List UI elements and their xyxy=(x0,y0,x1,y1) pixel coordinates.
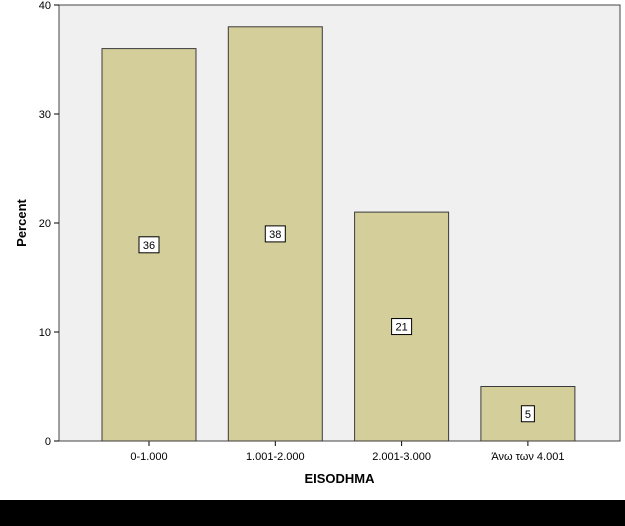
y-tick-label: 10 xyxy=(39,327,51,339)
data-label: 38 xyxy=(269,229,281,241)
data-label: 5 xyxy=(525,409,531,421)
x-tick-label: 0-1.000 xyxy=(130,451,167,463)
data-label: 36 xyxy=(143,240,155,252)
x-tick-label: 2.001-3.000 xyxy=(372,451,431,463)
bar xyxy=(480,386,576,442)
y-tick-label: 40 xyxy=(39,0,51,12)
x-tick-label: Άνω των 4.001 xyxy=(491,451,564,463)
data-label-box xyxy=(138,236,160,254)
data-label-box xyxy=(391,318,413,336)
x-tick-label: 1.001-2.000 xyxy=(246,451,305,463)
y-tick-label: 0 xyxy=(45,436,51,448)
data-label: 21 xyxy=(395,322,407,334)
x-axis-title: EISODHMA xyxy=(304,471,375,486)
data-label-box xyxy=(264,225,286,243)
y-axis-title: Percent xyxy=(14,198,29,246)
x-axis: 0-1.000 1.001-2.000 2.001-3.000 Άνω των 4.0… xyxy=(130,441,564,463)
bottom-band xyxy=(0,500,625,526)
y-tick-label: 20 xyxy=(39,218,51,230)
y-axis: 0 10 20 30 40 xyxy=(39,0,59,448)
bar-chart: 0 10 20 30 40 0-1.000 1.001-2.000 2.001-3.000 Ά… xyxy=(14,0,621,486)
data-labels: 36 38 21 5 xyxy=(138,225,535,423)
y-tick-label: 30 xyxy=(39,109,51,121)
data-label-box xyxy=(520,405,535,423)
